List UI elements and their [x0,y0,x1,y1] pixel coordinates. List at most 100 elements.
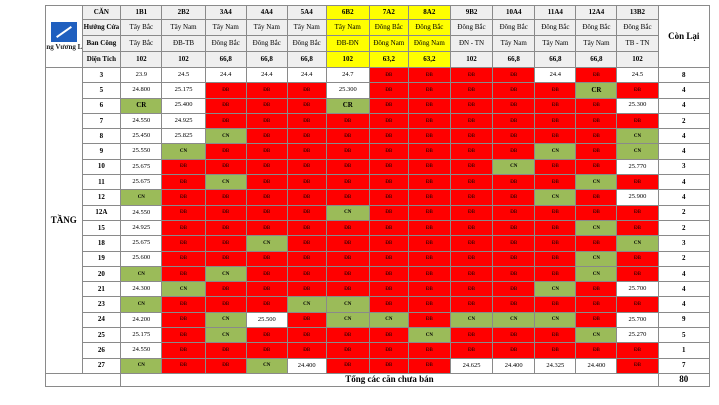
sold-cell[interactable]: ĐB [449,82,494,99]
cn-cell[interactable]: CN [616,235,659,252]
sold-cell[interactable]: ĐB [616,265,659,283]
sold-cell[interactable]: ĐB [575,204,618,221]
cn-cell[interactable]: CN [575,327,618,344]
sold-cell[interactable]: ĐB [407,250,451,267]
sold-cell[interactable]: ĐB [161,265,206,283]
sold-cell[interactable]: ĐB [616,174,659,191]
cn-cell[interactable]: CN [325,296,370,313]
sold-cell[interactable]: ĐB [534,342,577,359]
sold-cell[interactable]: ĐB [286,342,327,359]
price-cell[interactable]: 25.770 [616,158,659,176]
sold-cell[interactable]: ĐB [325,281,370,298]
sold-cell[interactable]: ĐB [204,219,247,237]
sold-cell[interactable]: ĐB [161,158,206,176]
sold-cell[interactable]: ĐB [286,189,327,206]
price-cell[interactable]: 24.5 [616,66,659,84]
sold-cell[interactable]: ĐB [407,143,451,160]
sold-cell[interactable]: ĐB [575,66,618,84]
price-cell[interactable]: 24.400 [492,357,536,374]
sold-cell[interactable]: ĐB [368,189,409,206]
cn-cell[interactable]: CN [449,311,494,329]
sold-cell[interactable]: ĐB [325,250,370,267]
sold-cell[interactable]: ĐB [449,250,494,267]
price-cell[interactable]: 24.300 [120,281,163,298]
sold-cell[interactable]: ĐB [368,158,409,176]
sold-cell[interactable]: ĐB [325,219,370,237]
cn-cell[interactable]: CN [204,174,247,191]
price-cell[interactable]: 24.550 [120,112,163,130]
sold-cell[interactable]: ĐB [368,128,409,145]
price-cell[interactable]: 24.4 [245,66,288,84]
sold-cell[interactable]: ĐB [449,143,494,160]
sold-cell[interactable]: ĐB [407,342,451,359]
sold-cell[interactable]: ĐB [492,327,536,344]
sold-cell[interactable]: ĐB [492,143,536,160]
price-cell[interactable]: 24.4 [204,66,247,84]
sold-cell[interactable]: ĐB [161,342,206,359]
sold-cell[interactable]: ĐB [492,281,536,298]
sold-cell[interactable]: ĐB [492,342,536,359]
sold-cell[interactable]: ĐB [534,250,577,267]
price-cell[interactable]: 24.625 [449,357,494,374]
cn-cell[interactable]: CN [120,296,163,313]
sold-cell[interactable]: ĐB [534,97,577,114]
sold-cell[interactable]: ĐB [204,235,247,252]
sold-cell[interactable]: ĐB [325,189,370,206]
sold-cell[interactable]: ĐB [407,189,451,206]
sold-cell[interactable]: ĐB [245,281,288,298]
sold-cell[interactable]: ĐB [204,250,247,267]
sold-cell[interactable]: ĐB [492,189,536,206]
sold-cell[interactable]: ĐB [368,265,409,283]
sold-cell[interactable]: ĐB [286,174,327,191]
sold-cell[interactable]: ĐB [534,204,577,221]
sold-cell[interactable]: ĐB [616,296,659,313]
sold-cell[interactable]: ĐB [449,342,494,359]
sold-cell[interactable]: ĐB [449,189,494,206]
sold-cell[interactable]: ĐB [161,250,206,267]
sold-cell[interactable]: ĐB [245,204,288,221]
sold-cell[interactable]: ĐB [204,357,247,374]
sold-cell[interactable]: ĐB [286,204,327,221]
cn-cell[interactable]: CN [204,311,247,329]
sold-cell[interactable]: ĐB [245,342,288,359]
sold-cell[interactable]: ĐB [492,97,536,114]
price-cell[interactable]: 24.7 [325,66,370,84]
cn-cell[interactable]: CN [245,357,288,374]
sold-cell[interactable]: ĐB [368,357,409,374]
price-cell[interactable]: 25.825 [161,128,206,145]
sold-cell[interactable]: ĐB [575,158,618,176]
sold-cell[interactable]: ĐB [616,342,659,359]
sold-cell[interactable]: ĐB [204,143,247,160]
sold-cell[interactable]: ĐB [449,66,494,84]
sold-cell[interactable]: ĐB [575,235,618,252]
sold-cell[interactable]: ĐB [449,296,494,313]
cn-cell[interactable]: CN [161,143,206,160]
cn-cell[interactable]: CN [161,281,206,298]
sold-cell[interactable]: ĐB [204,158,247,176]
sold-cell[interactable]: ĐB [286,250,327,267]
price-cell[interactable]: 25.500 [245,311,288,329]
sold-cell[interactable]: ĐB [245,219,288,237]
cn-cell[interactable]: CN [575,250,618,267]
sold-cell[interactable]: ĐB [449,219,494,237]
cn-cell[interactable]: CR [325,97,370,114]
sold-cell[interactable]: ĐB [534,112,577,130]
price-cell[interactable]: 25.900 [616,189,659,206]
sold-cell[interactable]: ĐB [407,97,451,114]
cn-cell[interactable]: CN [407,327,451,344]
sold-cell[interactable]: ĐB [407,128,451,145]
price-cell[interactable]: 25.675 [120,174,163,191]
price-cell[interactable]: 25.700 [616,311,659,329]
sold-cell[interactable]: ĐB [325,128,370,145]
sold-cell[interactable]: ĐB [492,66,536,84]
sold-cell[interactable]: ĐB [161,327,206,344]
sold-cell[interactable]: ĐB [534,265,577,283]
sold-cell[interactable]: ĐB [407,311,451,329]
sold-cell[interactable]: ĐB [245,250,288,267]
sold-cell[interactable]: ĐB [325,327,370,344]
sold-cell[interactable]: ĐB [161,219,206,237]
sold-cell[interactable]: ĐB [575,296,618,313]
cn-cell[interactable]: CN [616,143,659,160]
sold-cell[interactable]: ĐB [575,97,618,114]
sold-cell[interactable]: ĐB [449,265,494,283]
